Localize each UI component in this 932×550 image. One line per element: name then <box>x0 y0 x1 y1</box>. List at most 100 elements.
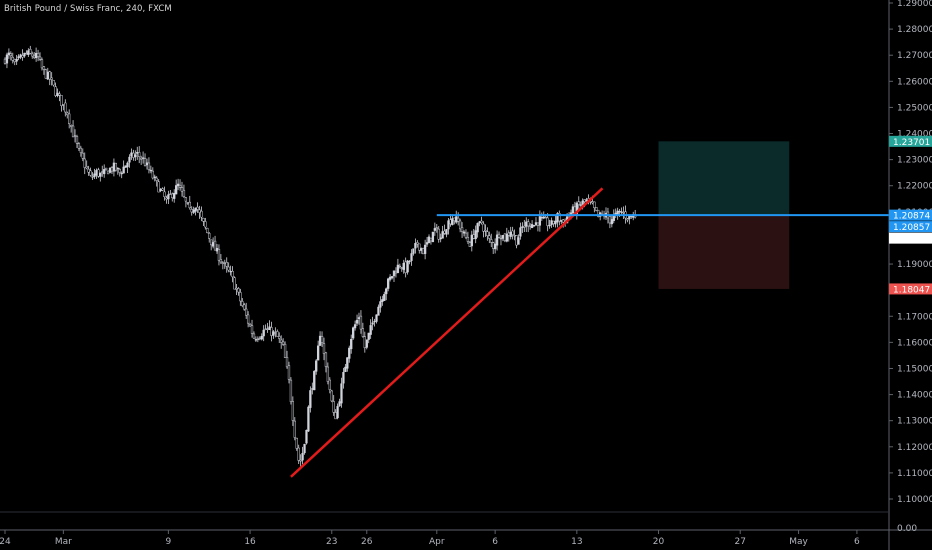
candle-body <box>87 168 90 173</box>
candle-body <box>287 365 291 380</box>
candle-body <box>385 288 388 295</box>
candle-body <box>295 437 298 449</box>
x-tick-label: 6 <box>854 537 860 547</box>
candle-body <box>161 188 164 191</box>
candle-body <box>558 213 561 222</box>
price-tag <box>889 135 932 147</box>
candle-body <box>527 221 530 227</box>
candle-body <box>340 383 343 404</box>
candle-body <box>505 233 508 242</box>
candle-body <box>91 176 94 178</box>
candle-body <box>29 49 32 54</box>
candle-body <box>490 239 493 243</box>
candle-body <box>48 71 51 80</box>
candle-body <box>398 265 401 268</box>
stop-zone <box>658 215 790 289</box>
candle-body <box>546 217 549 226</box>
candle-body <box>542 216 545 219</box>
candle-body <box>11 56 14 61</box>
candle-body <box>268 326 271 330</box>
x-tick-label: 23 <box>326 537 337 547</box>
candle-body <box>472 234 475 239</box>
candle-body <box>285 356 289 368</box>
candle-body <box>616 210 619 215</box>
candle-body <box>219 259 223 263</box>
y-tick-label: 1.27000 <box>897 51 932 61</box>
candle-body <box>260 336 263 340</box>
candle-body <box>488 235 491 239</box>
candle-body <box>256 338 260 341</box>
x-tick-label: 20 <box>653 537 665 547</box>
y-tick-label: 1.10000 <box>897 495 932 505</box>
candle-body <box>457 217 460 222</box>
price-tag <box>889 283 932 295</box>
candlestick-series <box>3 45 637 468</box>
candle-body <box>307 406 310 432</box>
candle-body <box>449 219 452 225</box>
x-tick-label: 27 <box>734 537 745 547</box>
candle-body <box>204 221 207 228</box>
candle-body <box>130 152 133 157</box>
candle-body <box>538 216 542 226</box>
candle-body <box>44 69 47 79</box>
candle-body <box>171 193 174 198</box>
candle-body <box>525 221 528 227</box>
candle-body <box>476 223 479 233</box>
candle-body <box>69 124 73 127</box>
candle-body <box>60 95 63 106</box>
candle-body <box>149 169 153 172</box>
candle-body <box>344 366 347 373</box>
price-tag <box>889 232 932 244</box>
candle-body <box>210 239 213 246</box>
candle-body <box>622 212 625 214</box>
candle-body <box>132 152 135 158</box>
candle-body <box>95 170 98 176</box>
candle-body <box>38 56 42 60</box>
candle-body <box>58 93 61 96</box>
candle-body <box>423 244 427 254</box>
candle-body <box>215 247 219 252</box>
candle-body <box>254 339 258 341</box>
candle-body <box>410 253 413 261</box>
candle-body <box>532 225 536 227</box>
chart-title: British Pound / Swiss Franc, 240, FXCM <box>4 4 172 14</box>
candle-body <box>165 197 168 200</box>
candle-body <box>190 209 193 213</box>
candle-body <box>281 341 285 345</box>
candle-body <box>52 79 55 86</box>
candle-body <box>529 224 532 227</box>
candle-body <box>243 304 246 310</box>
x-tick-label: Apr <box>429 537 445 547</box>
candle-body <box>270 327 273 336</box>
y-tick-label: 1.23000 <box>897 156 932 166</box>
candle-body <box>188 201 191 209</box>
candle-body <box>64 102 67 113</box>
candle-body <box>328 379 331 390</box>
candle-body <box>194 207 197 212</box>
candle-body <box>577 201 580 205</box>
candle-body <box>33 55 36 58</box>
candle-body <box>248 323 252 327</box>
candle-body <box>208 233 211 239</box>
candle-body <box>278 336 281 339</box>
candle-body <box>75 136 79 144</box>
candle-body <box>99 172 102 177</box>
x-tick-label: Mar <box>55 537 72 547</box>
target-zone <box>658 141 790 216</box>
candle-body <box>548 224 551 227</box>
candle-body <box>211 242 215 247</box>
price-tag-label: 1.20857 <box>893 223 930 233</box>
candle-body <box>318 335 322 346</box>
candle-body <box>470 234 473 247</box>
candle-body <box>375 314 378 322</box>
candle-body <box>246 314 250 324</box>
candle-body <box>521 226 524 228</box>
candle-body <box>124 165 127 168</box>
candle-body <box>478 221 481 224</box>
candle-body <box>383 294 386 301</box>
candle-body <box>272 331 275 336</box>
candle-body <box>167 194 170 200</box>
candle-body <box>97 169 100 177</box>
candle-body <box>353 324 357 329</box>
